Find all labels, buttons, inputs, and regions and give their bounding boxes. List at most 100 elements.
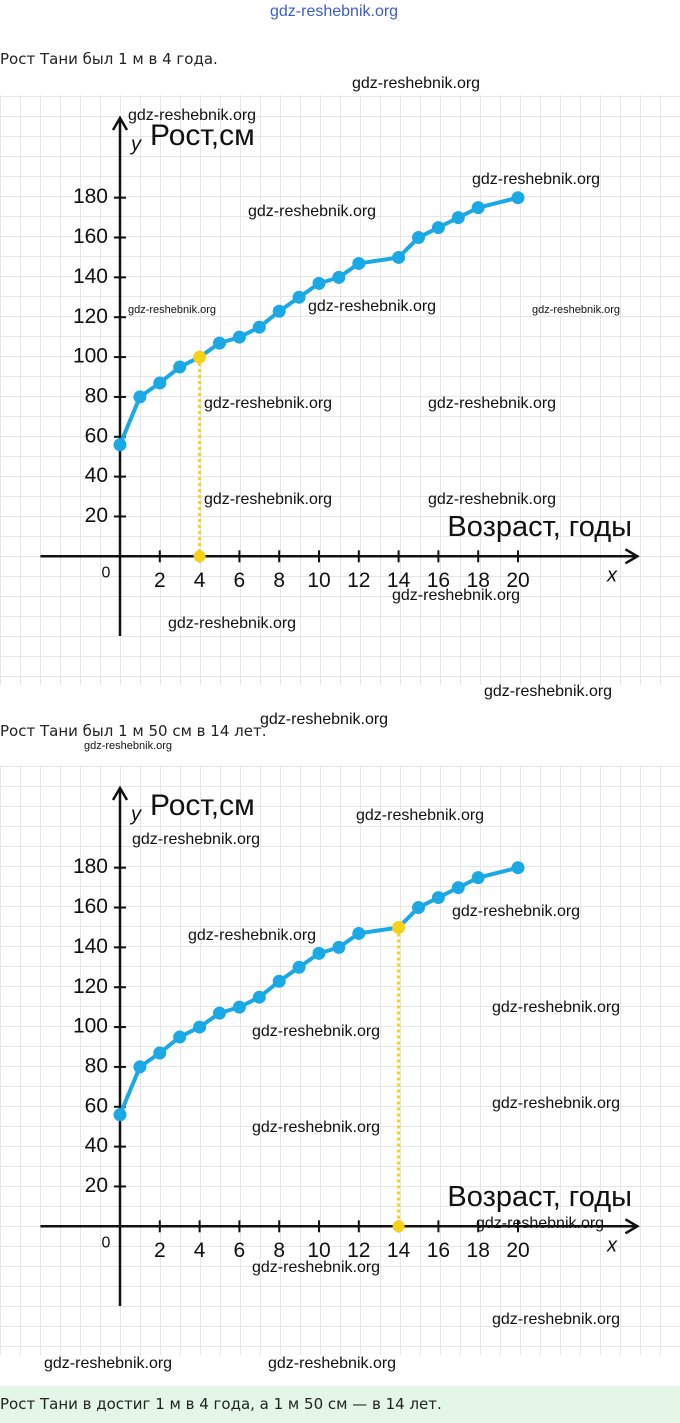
x-tick-label: 2 [154, 1239, 166, 1262]
watermark: gdz-reshebnik.org [260, 711, 389, 728]
point [471, 871, 485, 885]
x-tick-label: 18 [467, 1239, 490, 1262]
point [451, 211, 465, 225]
point [213, 336, 226, 350]
watermark: gdz-reshebnik.org [356, 807, 485, 824]
y-tick-label: 60 [85, 1094, 108, 1117]
watermark: gdz-reshebnik.org [492, 999, 621, 1016]
watermark: gdz-reshebnik.org [428, 491, 557, 508]
highlight-point [193, 350, 207, 364]
x-tick-label: 0 [102, 565, 111, 582]
point [292, 290, 306, 304]
x-tick-label: 16 [427, 569, 450, 592]
point [312, 276, 326, 290]
watermark: gdz-reshebnik.org [392, 587, 521, 604]
x-tick-label: 20 [506, 569, 529, 592]
point [252, 990, 266, 1004]
y-tick-label: 160 [73, 225, 108, 248]
watermark: gdz-reshebnik.org [252, 1259, 381, 1276]
watermark: gdz-reshebnik.org [44, 1355, 173, 1372]
point [272, 304, 286, 318]
watermark: gdz-reshebnik.org [128, 304, 217, 316]
guide-foot [392, 1220, 405, 1233]
x-axis-arrow [624, 548, 640, 565]
point [232, 1000, 246, 1014]
x-tick-label: 20 [506, 1239, 529, 1262]
point [471, 201, 485, 215]
y-tick-label: 60 [85, 424, 108, 447]
point [213, 1006, 226, 1020]
y-tick-label: 140 [73, 935, 108, 958]
point [332, 270, 346, 284]
x-tick-label: 4 [194, 569, 206, 592]
x-tick-label: 2 [154, 569, 166, 592]
watermark: gdz-reshebnik.org [84, 740, 173, 752]
watermark: gdz-reshebnik.org [484, 683, 613, 700]
point [173, 1030, 187, 1044]
point [312, 946, 326, 960]
watermark: gdz-reshebnik.org [476, 1215, 605, 1232]
chart: 0 2 4 6 8 10 12 14 16 18 20 20 40 60 80 100 120 140 160 180… [40, 785, 640, 1306]
x-axis-symbol: x [606, 1235, 618, 1257]
y-axis-arrow [111, 115, 129, 131]
y-tick-label: 100 [73, 345, 108, 368]
point [252, 320, 266, 334]
x-tick-label: 4 [194, 1239, 206, 1262]
y-tick-label: 40 [85, 464, 108, 487]
watermark: gdz-reshebnik.org [472, 171, 601, 188]
watermark: gdz-reshebnik.org [128, 107, 257, 124]
x-tick-label: 12 [347, 569, 370, 592]
point [412, 231, 425, 245]
point [272, 974, 286, 988]
watermark: gdz-reshebnik.org [492, 1095, 621, 1112]
point [153, 1046, 167, 1060]
watermark: gdz-reshebnik.org [168, 615, 297, 632]
watermark: gdz-reshebnik.org [532, 304, 621, 316]
y-tick-label: 120 [73, 975, 108, 998]
point [352, 256, 366, 270]
watermark: gdz-reshebnik.org [248, 203, 377, 220]
point [133, 390, 147, 404]
answer: Рост Тани в достиг 1 м в 4 года, а 1 м 5… [0, 1386, 680, 1423]
x-tick-label: 16 [427, 1239, 450, 1262]
grid-background [0, 95, 680, 685]
y-tick-label: 180 [73, 855, 108, 878]
point [133, 1060, 147, 1074]
point [232, 330, 246, 344]
x-axis-label: Возраст, годы [447, 511, 632, 543]
watermark: gdz-reshebnik.org [428, 395, 557, 412]
y-axis-arrow [111, 785, 129, 801]
watermark: gdz-reshebnik.org [492, 1311, 621, 1328]
x-axis-arrow [624, 1218, 640, 1235]
watermark: gdz-reshebnik.org [204, 395, 333, 412]
point [412, 901, 425, 915]
watermark: gdz-reshebnik.org [352, 75, 481, 92]
watermark: gdz-reshebnik.org [452, 903, 581, 920]
point [392, 250, 406, 264]
y-tick-label: 80 [85, 384, 108, 407]
watermark: gdz-reshebnik.org [270, 3, 399, 20]
statement: Рост Тани был 1 м в 4 года. [0, 50, 218, 68]
watermark: gdz-reshebnik.org [252, 1119, 381, 1136]
statement: Рост Тани был 1 м 50 см в 14 лет. [0, 722, 267, 740]
watermark: gdz-reshebnik.org [252, 1023, 381, 1040]
y-axis-label: Рост,см [150, 789, 255, 822]
y-tick-label: 180 [73, 185, 108, 208]
x-tick-label: 8 [273, 1239, 285, 1262]
x-tick-label: 8 [273, 569, 285, 592]
point [113, 438, 127, 452]
x-axis-label: Возраст, годы [447, 1181, 632, 1213]
x-tick-label: 12 [347, 1239, 370, 1262]
y-tick-label: 160 [73, 895, 108, 918]
watermark: gdz-reshebnik.org [188, 927, 317, 944]
y-axis-symbol: y [129, 133, 142, 155]
chart: 0 2 4 6 8 10 12 14 16 18 20 20 40 60 80 100 120 140 160 180… [40, 115, 640, 636]
y-axis-label: Рост,см [150, 119, 255, 152]
point [431, 891, 445, 905]
point [511, 861, 525, 875]
point [113, 1108, 127, 1122]
point [193, 1020, 207, 1034]
point [431, 221, 445, 235]
x-tick-label: 10 [307, 569, 330, 592]
